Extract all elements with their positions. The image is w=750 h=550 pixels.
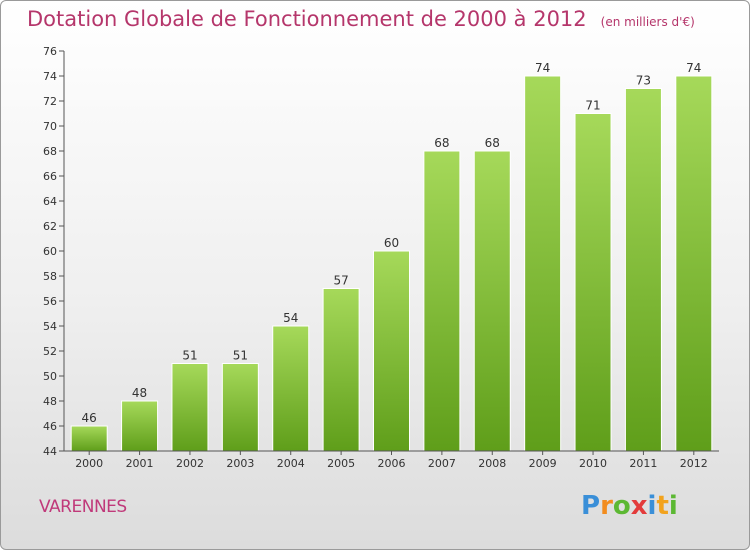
- x-tick-label: 2006: [378, 457, 406, 470]
- y-tick-label: 62: [43, 220, 57, 233]
- bar-value-label: 68: [485, 136, 500, 150]
- logo-letter: P: [581, 491, 601, 521]
- bar: [272, 325, 310, 452]
- bar: [221, 363, 259, 452]
- bar-value-label: 71: [585, 99, 600, 113]
- x-tick-label: 2009: [529, 457, 557, 470]
- y-tick-label: 48: [43, 395, 57, 408]
- logo-letter: i: [647, 491, 657, 521]
- bar: [322, 288, 360, 452]
- bar-value-label: 54: [283, 311, 298, 325]
- y-tick-label: 76: [43, 45, 57, 58]
- bar: [373, 250, 410, 452]
- bar-value-label: 57: [333, 274, 348, 288]
- y-tick-label: 50: [43, 370, 57, 383]
- proxiti-logo: Proxiti: [581, 491, 678, 521]
- y-tick-label: 74: [43, 70, 57, 83]
- bar: [171, 363, 209, 452]
- logo-letter: r: [600, 491, 613, 521]
- y-axis: 44 46 48 50 52 54 56 58 60 62 64 66 68 70 72 74 76: [43, 45, 65, 458]
- x-tick-label: 2000: [75, 457, 103, 470]
- bar: [624, 88, 662, 452]
- bar: [574, 113, 612, 452]
- y-tick-label: 56: [43, 295, 57, 308]
- x-tick-label: 2003: [226, 457, 254, 470]
- bar-value-label: 60: [384, 236, 399, 250]
- x-tick-label: 2007: [428, 457, 456, 470]
- bar: [423, 150, 461, 452]
- y-tick-label: 72: [43, 95, 57, 108]
- x-tick-label: 2005: [327, 457, 355, 470]
- chart-title: Dotation Globale de Fonctionnement de 20…: [27, 7, 695, 31]
- bar: [524, 75, 562, 452]
- logo-letter: t: [656, 491, 669, 521]
- bar-value-label: 51: [182, 349, 197, 363]
- bar-value-label: 51: [233, 349, 248, 363]
- bar-value-label: 48: [132, 386, 147, 400]
- bars-group: 46 48 51 51 54 57 60 68 68 74 71 73 74: [70, 61, 713, 452]
- y-tick-label: 68: [43, 145, 57, 158]
- bar: [70, 425, 108, 452]
- x-tick-label: 2001: [126, 457, 154, 470]
- bar-value-label: 68: [434, 136, 449, 150]
- bar: [121, 400, 159, 452]
- y-tick-label: 60: [43, 245, 57, 258]
- y-tick-label: 54: [43, 320, 57, 333]
- x-tick-label: 2004: [277, 457, 305, 470]
- x-tick-label: 2008: [478, 457, 506, 470]
- bar: [473, 150, 511, 452]
- logo-letter: i: [668, 491, 678, 521]
- y-tick-label: 70: [43, 120, 57, 133]
- y-tick-label: 46: [43, 420, 57, 433]
- commune-name: VARENNES: [39, 497, 127, 517]
- bar-value-label: 74: [686, 61, 701, 75]
- y-tick-label: 44: [43, 445, 57, 458]
- x-tick-label: 2010: [579, 457, 607, 470]
- bar: [675, 75, 713, 452]
- x-axis: 2000 2001 2002 2003 2004 2005 2006 2007 2008 2009…: [64, 450, 719, 470]
- bar-value-label: 74: [535, 61, 550, 75]
- y-tick-label: 66: [43, 170, 57, 183]
- y-tick-label: 58: [43, 270, 57, 283]
- y-tick-label: 52: [43, 345, 57, 358]
- logo-letter: o: [612, 491, 631, 521]
- bar-value-label: 73: [636, 74, 651, 88]
- x-tick-label: 2012: [680, 457, 708, 470]
- logo-letter: x: [630, 491, 648, 521]
- y-tick-label: 64: [43, 195, 57, 208]
- chart-subtitle: (en milliers d'€): [600, 15, 695, 29]
- x-tick-label: 2011: [629, 457, 657, 470]
- bar-value-label: 46: [82, 411, 97, 425]
- chart-title-text: Dotation Globale de Fonctionnement de 20…: [27, 7, 587, 31]
- x-tick-label: 2002: [176, 457, 204, 470]
